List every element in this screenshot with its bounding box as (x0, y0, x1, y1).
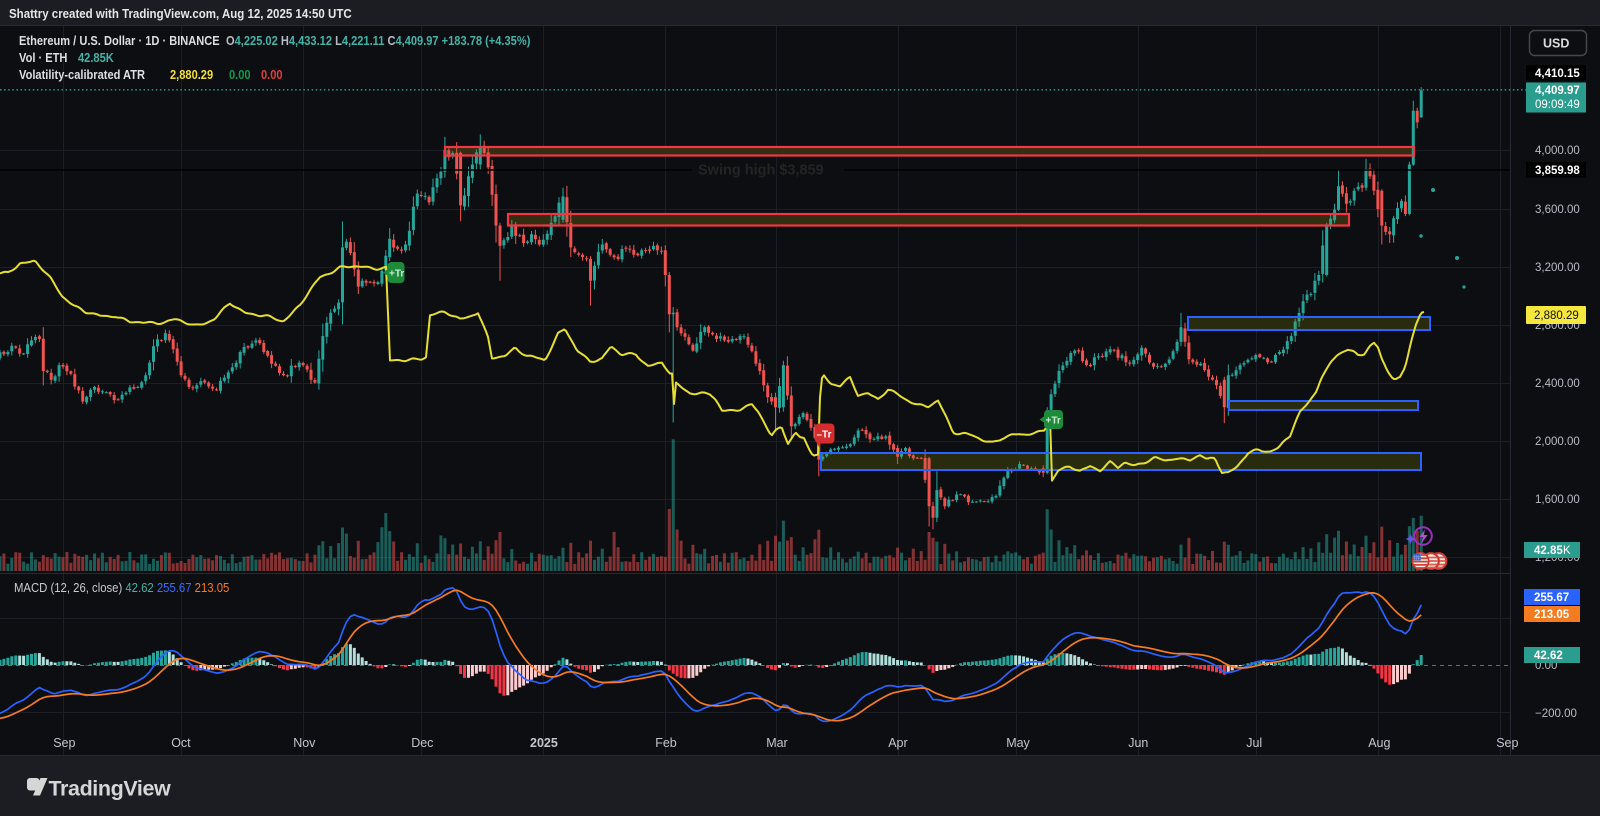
svg-text:4,409.97: 4,409.97 (1535, 85, 1580, 97)
svg-text:+Tr: +Tr (389, 268, 404, 279)
svg-text:Nov: Nov (293, 736, 316, 750)
svg-text:Jun: Jun (1128, 736, 1148, 750)
svg-text:2,880.29: 2,880.29 (170, 67, 214, 82)
svg-text:3,200.00: 3,200.00 (1535, 262, 1580, 274)
svg-text:09:09:49: 09:09:49 (1535, 99, 1580, 111)
svg-text:213.05: 213.05 (1534, 609, 1570, 621)
svg-text:4,410.15: 4,410.15 (1535, 68, 1580, 80)
svg-text:2,400.00: 2,400.00 (1535, 378, 1580, 390)
svg-text:42.85K: 42.85K (78, 50, 114, 65)
svg-text:4,000.00: 4,000.00 (1535, 145, 1580, 157)
svg-text:1,600.00: 1,600.00 (1535, 494, 1580, 506)
svg-text:Mar: Mar (766, 736, 788, 750)
svg-text:0.00: 0.00 (229, 67, 251, 82)
svg-text:O4,225.02 H4,433.12 L4,221.11: O4,225.02 H4,433.12 L4,221.11 C4,409.97 … (226, 33, 530, 48)
svg-text:Ethereum / U.S. Dollar · 1D ·: Ethereum / U.S. Dollar · 1D · BINANCE (19, 33, 220, 48)
svg-text:Vol · ETH: Vol · ETH (19, 50, 67, 65)
svg-text:2,000.00: 2,000.00 (1535, 436, 1580, 448)
svg-text:Oct: Oct (171, 736, 191, 750)
svg-text:3,859.98: 3,859.98 (1535, 165, 1580, 177)
svg-text:USD: USD (1543, 37, 1569, 51)
svg-text:Dec: Dec (411, 736, 433, 750)
svg-text:−200.00: −200.00 (1535, 708, 1577, 720)
svg-text:42.85: 42.85 (1534, 545, 1563, 557)
svg-text:Apr: Apr (888, 736, 907, 750)
svg-text:Sep: Sep (53, 736, 75, 750)
svg-text:+Tr: +Tr (1046, 415, 1061, 426)
svg-text:K: K (1563, 545, 1571, 557)
svg-text:2025: 2025 (530, 736, 558, 750)
svg-text:MACD (12, 26, close) 42.62 2: MACD (12, 26, close) 42.62 255.67 213.05 (14, 580, 230, 595)
svg-text:Feb: Feb (655, 736, 677, 750)
svg-text:3,600.00: 3,600.00 (1535, 204, 1580, 216)
svg-text:TradingView: TradingView (49, 777, 172, 801)
svg-text:Sep: Sep (1496, 736, 1518, 750)
svg-text:255.67: 255.67 (1534, 592, 1569, 604)
svg-text:2,880.29: 2,880.29 (1534, 310, 1579, 322)
svg-text:42.62: 42.62 (1534, 650, 1563, 662)
svg-text:Aug: Aug (1368, 736, 1390, 750)
svg-text:Volatility-calibrated ATR: Volatility-calibrated ATR (19, 67, 145, 82)
svg-text:Shattry created with TradingVi: Shattry created with TradingView.com, Au… (9, 6, 352, 21)
svg-text:May: May (1006, 736, 1030, 750)
svg-text:0.00: 0.00 (261, 67, 283, 82)
svg-text:Jul: Jul (1246, 736, 1262, 750)
svg-text:–Tr: –Tr (817, 429, 832, 440)
svg-text:Swing high $3,859: Swing high $3,859 (698, 163, 824, 179)
